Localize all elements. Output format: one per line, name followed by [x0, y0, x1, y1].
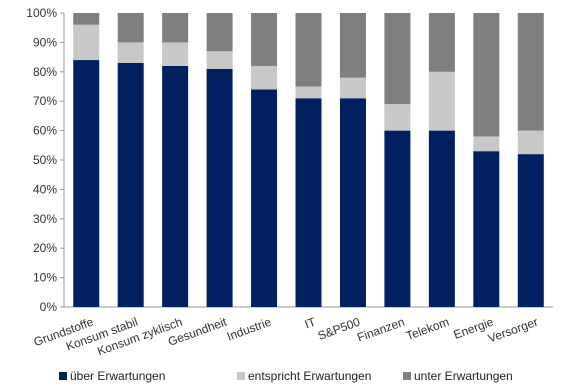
bar-segment-below	[428, 13, 455, 72]
bar-segment-above	[206, 68, 233, 307]
x-category-label: S&P500	[316, 315, 362, 343]
bar-segment-below	[73, 13, 100, 25]
y-axis: 0% 10% 20% 30% 40% 50% 60% 70% 80% 90% 100%	[26, 6, 553, 314]
y-tick-label: 90%	[33, 35, 57, 49]
bar-segment-meets	[295, 86, 322, 99]
y-tick-label: 60%	[33, 124, 57, 138]
legend-swatch	[59, 372, 67, 380]
bar-segment-meets	[384, 104, 411, 131]
bar-segment-meets	[473, 136, 500, 152]
x-category-label: Finanzen	[355, 315, 406, 345]
legend-swatch	[237, 372, 245, 380]
y-tick-label: 0%	[40, 300, 58, 314]
bar-segment-above	[162, 65, 189, 307]
bar-segment-meets	[206, 51, 233, 69]
legend-label: unter Erwartungen	[414, 369, 513, 383]
bars	[73, 13, 544, 308]
legend-swatch	[403, 372, 411, 380]
bar-segment-above	[428, 130, 455, 307]
stacked-bar-chart: 0% 10% 20% 30% 40% 50% 60% 70% 80% 90% 100% Grunds…	[26, 6, 553, 358]
y-tick-label: 70%	[33, 94, 57, 108]
bar-segment-below	[251, 13, 278, 66]
bar-segment-below	[473, 13, 500, 137]
bar-segment-below	[206, 13, 233, 52]
y-tick-label: 30%	[33, 212, 57, 226]
legend-label: über Erwartungen	[70, 369, 166, 383]
bar-segment-below	[295, 13, 322, 87]
bar-segment-above	[73, 60, 100, 307]
y-tick-label: 80%	[33, 65, 57, 79]
bar-segment-meets	[73, 24, 100, 61]
bar-segment-above	[517, 154, 544, 307]
x-category-label: Telekom	[404, 315, 451, 343]
x-category-label: Versorger	[486, 315, 540, 346]
bar-segment-meets	[339, 77, 366, 99]
x-category-label: Industrie	[225, 315, 273, 344]
y-tick-label: 40%	[33, 182, 57, 196]
bar-segment-meets	[517, 130, 544, 155]
legend-item: entspricht Erwartungen	[237, 369, 371, 383]
bar-segment-below	[517, 13, 544, 131]
bar-segment-meets	[162, 42, 189, 66]
legend-label: entspricht Erwartungen	[248, 369, 372, 383]
y-tick-label: 50%	[33, 153, 57, 167]
bar-segment-meets	[117, 42, 144, 63]
bar-segment-above	[384, 130, 411, 307]
bar-segment-below	[162, 13, 189, 43]
bar-segment-above	[251, 89, 278, 307]
y-tick-label: 100%	[26, 6, 57, 20]
bar-segment-below	[117, 13, 144, 43]
bar-segment-above	[473, 151, 500, 307]
bar-segment-meets	[251, 65, 278, 90]
bar-segment-above	[295, 98, 322, 307]
bar-segment-below	[384, 13, 411, 105]
legend: über Erwartungen entspricht Erwartungen un…	[0, 369, 563, 387]
bar-segment-below	[339, 13, 366, 78]
y-tick-label: 20%	[33, 241, 57, 255]
legend-item: unter Erwartungen	[403, 369, 513, 383]
legend-item: über Erwartungen	[59, 369, 165, 383]
bar-segment-above	[117, 62, 144, 308]
bar-segment-above	[339, 98, 366, 307]
y-tick-label: 10%	[33, 271, 57, 285]
bar-segment-meets	[428, 71, 455, 131]
